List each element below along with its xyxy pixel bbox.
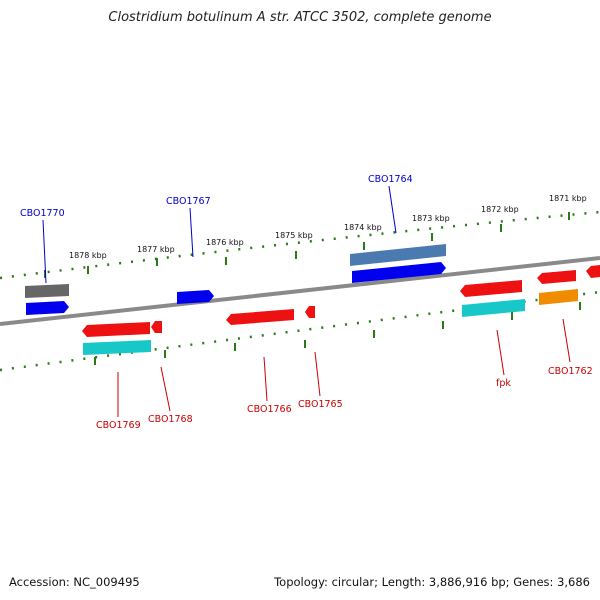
gene-label-fpk: fpk	[496, 378, 511, 389]
leader-cbo1770	[42, 219, 47, 284]
reverse-strand-genes	[82, 265, 600, 355]
gene-fpk	[460, 280, 522, 297]
scale-label: 1871 kbp	[549, 194, 587, 203]
gene-label-cbo1769: CBO1769	[96, 420, 141, 431]
gene-label-cbo1765: CBO1765	[298, 399, 343, 410]
gene-cbo1764	[352, 262, 446, 283]
leader-cbo1764	[388, 185, 397, 234]
gene-cbo1766	[226, 309, 294, 325]
gene-cbo1767	[177, 290, 214, 304]
scale-major-ticks	[44, 212, 581, 365]
gene-fpk-cyan	[462, 299, 525, 317]
forward-strand-genes	[25, 244, 446, 315]
scale-label: 1876 kbp	[206, 238, 244, 247]
gene-offscreen	[586, 265, 600, 278]
gene-cbo1764-steel	[350, 244, 446, 266]
leader-cbo1767	[189, 207, 194, 258]
map-title: Clostridium botulinum A str. ATCC 3502, …	[108, 10, 492, 25]
genome-backbone	[0, 256, 600, 326]
gene-cbo1768	[151, 321, 162, 333]
leader-cbo1765	[314, 351, 321, 397]
leader-cbo1762	[562, 318, 571, 363]
outer-dotted-track	[0, 210, 600, 280]
label-leaders	[42, 185, 571, 417]
gene-cbo1769	[82, 322, 150, 337]
scale-label: 1873 kbp	[412, 214, 450, 223]
gene-label-cbo1770: CBO1770	[20, 208, 65, 219]
gene-label-cbo1767: CBO1767	[166, 196, 211, 207]
gene-label-cbo1768: CBO1768	[148, 414, 193, 425]
scale-label: 1877 kbp	[137, 245, 175, 254]
gene-cbo1762	[537, 270, 576, 284]
gene-label-cbo1766: CBO1766	[247, 404, 292, 415]
gene-cbo1770-gray	[25, 284, 69, 298]
leader-fpk	[496, 329, 505, 376]
scale-label: 1874 kbp	[344, 223, 382, 232]
scale-label: 1878 kbp	[69, 251, 107, 260]
gene-label-cbo1762: CBO1762	[548, 366, 593, 377]
inner-dotted-track	[0, 290, 600, 372]
gene-cbo1770	[26, 301, 69, 315]
gene-cbo1765	[305, 306, 315, 318]
accession-text: Accession: NC_009495	[9, 575, 140, 589]
leader-cbo1768	[160, 366, 171, 412]
gene-label-cbo1764: CBO1764	[368, 174, 413, 185]
leader-cbo1766	[263, 356, 268, 402]
gene-cbo1762-orange	[539, 289, 578, 305]
scale-label: 1872 kbp	[481, 205, 519, 214]
gene-cbo1769-cyan	[83, 340, 151, 355]
genome-summary-text: Topology: circular; Length: 3,886,916 bp…	[274, 575, 590, 589]
scale-label: 1875 kbp	[275, 231, 313, 240]
